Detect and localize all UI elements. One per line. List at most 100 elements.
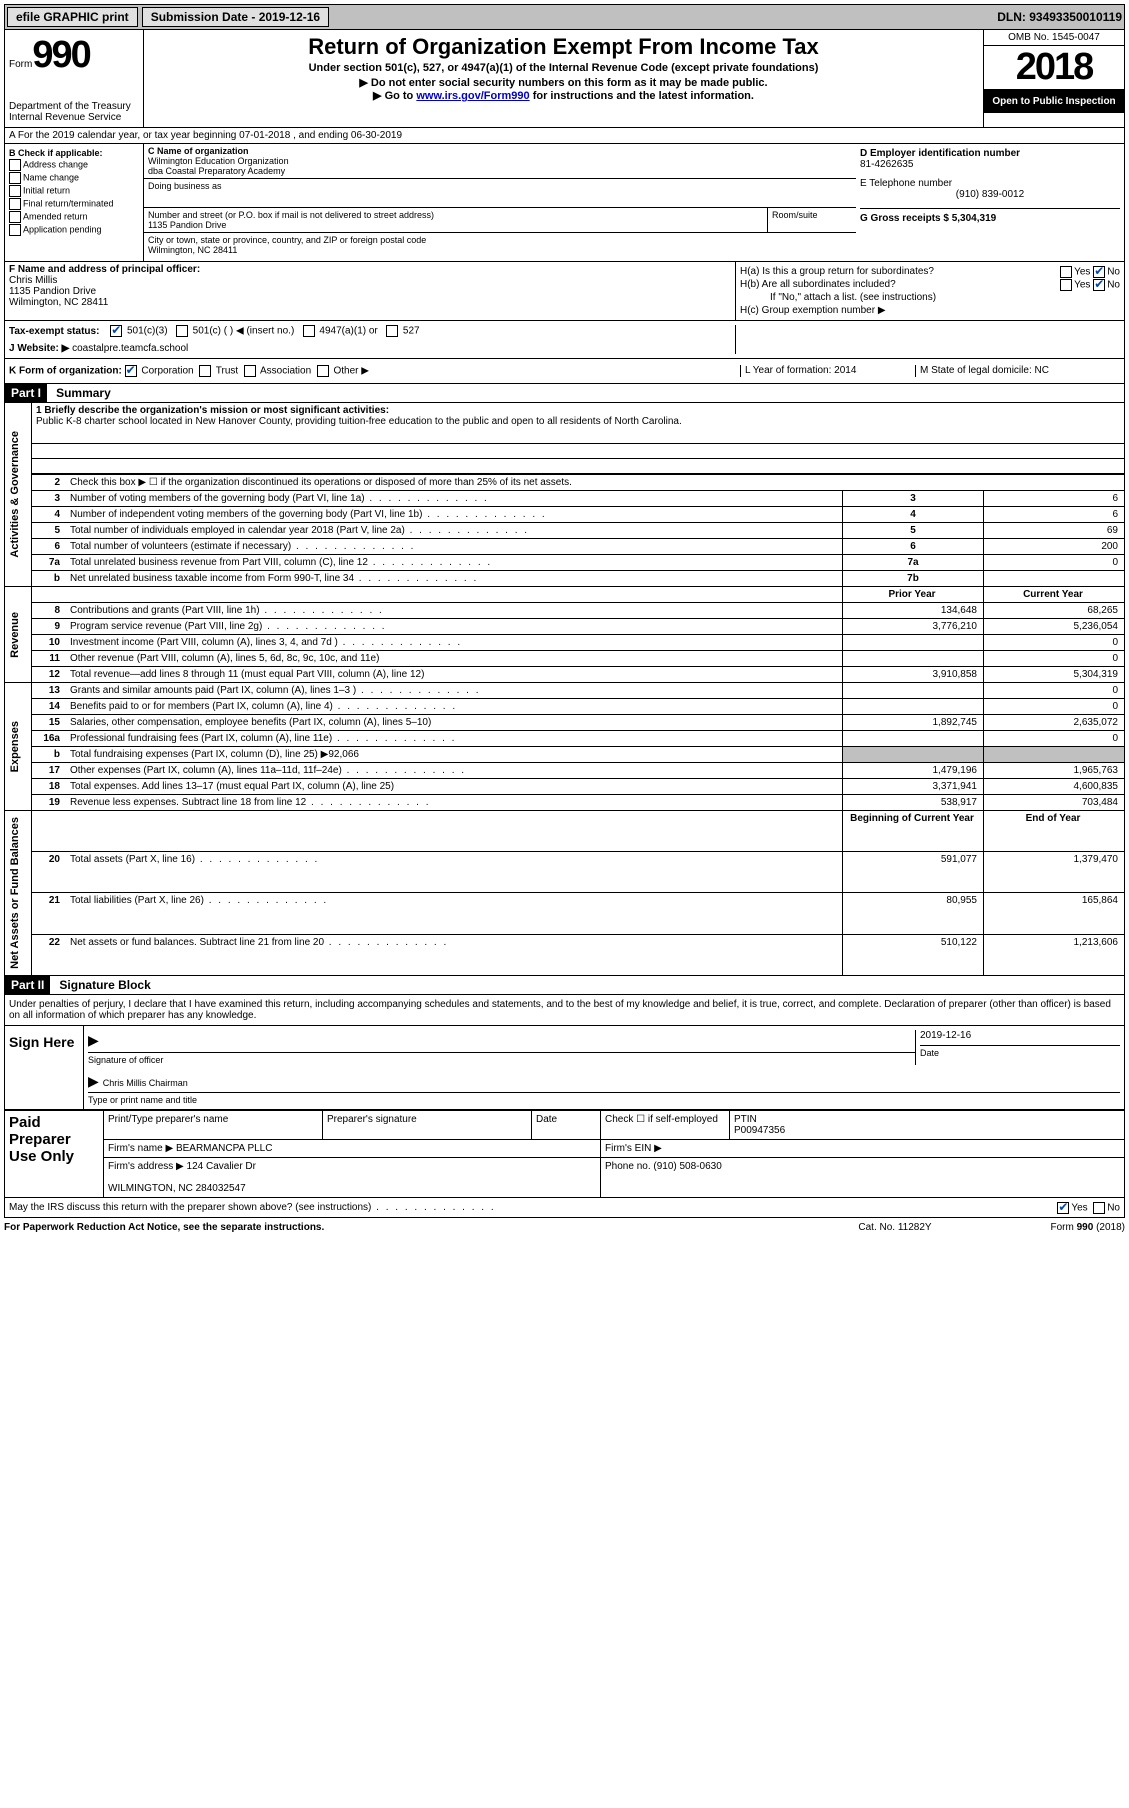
line-13-cy: 0 [984,683,1125,699]
chk-527[interactable] [386,325,398,337]
mission-text: Public K-8 charter school located in New… [36,416,1120,427]
chk-initial-return[interactable]: Initial return [9,185,139,197]
prep-sig-label: Preparer's signature [323,1110,532,1139]
chk-4947[interactable] [303,325,315,337]
gross-receipts: G Gross receipts $ 5,304,319 [860,213,1120,224]
line-8-py: 134,648 [843,603,984,619]
irs-discuss-row: May the IRS discuss this return with the… [4,1198,1125,1218]
form-title: Return of Organization Exempt From Incom… [148,34,979,60]
line-12-cy: 5,304,319 [984,667,1125,683]
line-18-desc: Total expenses. Add lines 13–17 (must eq… [66,779,843,795]
hb-no-chk[interactable] [1093,279,1105,291]
line-8-cy: 68,265 [984,603,1125,619]
tax-status-row: Tax-exempt status: 501(c)(3) 501(c) ( ) … [9,325,735,337]
sign-date: 2019-12-16 [920,1030,1120,1041]
line-21-py: 80,955 [843,893,984,934]
irs-discuss-text: May the IRS discuss this return with the… [9,1202,496,1213]
city-row: City or town, state or province, country… [144,233,856,261]
line-19-cy: 703,484 [984,795,1125,811]
line-14-cy: 0 [984,699,1125,715]
side-activities-governance: Activities & Governance [5,403,32,587]
col-c-org-info: C Name of organization Wilmington Educat… [144,144,856,261]
chk-501c[interactable] [176,325,188,337]
dba-label: Doing business as [148,181,852,191]
state-domicile: M State of legal domicile: NC [915,365,1120,377]
part-2-num: Part II [5,976,50,994]
part-2-bar: Part II Signature Block [4,976,1125,995]
row-a-text: A For the 2019 calendar year, or tax yea… [9,130,402,141]
h-a-row: H(a) Is this a group return for subordin… [740,266,1120,277]
prep-ptin: PTIN P00947356 [730,1110,1125,1139]
sign-here-label: Sign Here [5,1026,84,1109]
h-b-row: H(b) Are all subordinates included? Yes … [740,279,1120,290]
website-label: J Website: ▶ [9,343,69,354]
chk-application-pending[interactable]: Application pending [9,224,139,236]
tax-status-label: Tax-exempt status: [9,326,99,337]
footer: For Paperwork Reduction Act Notice, see … [4,1218,1125,1237]
line-20-cy: 1,379,470 [984,852,1125,893]
paid-preparer-label: Paid Preparer Use Only [5,1110,104,1197]
preparer-table: Paid Preparer Use Only Print/Type prepar… [4,1110,1125,1198]
prior-year-hdr: Prior Year [843,587,984,603]
firm-name-label: Firm's name ▶ [108,1143,173,1154]
mission-question: 1 Briefly describe the organization's mi… [36,405,1120,416]
line-16b-desc: Total fundraising expenses (Part IX, col… [66,747,843,763]
summary-table: Activities & Governance 1 Briefly descri… [4,403,1125,976]
line-15-cy: 2,635,072 [984,715,1125,731]
firm-addr-label: Firm's address ▶ [108,1161,184,1172]
line-9-py: 3,776,210 [843,619,984,635]
top-bar: efile GRAPHIC print Submission Date - 20… [4,4,1125,30]
sub3-pre: ▶ Go to [373,90,416,102]
signature-block: Under penalties of perjury, I declare th… [4,995,1125,1110]
irs-discuss-yes[interactable] [1057,1202,1069,1214]
line-19-py: 538,917 [843,795,984,811]
prep-name-label: Print/Type preparer's name [104,1110,323,1139]
form-header: Form990 Department of the Treasury Inter… [4,30,1125,128]
line-15-py: 1,892,745 [843,715,984,731]
chk-501c3[interactable] [110,325,122,337]
chk-amended-return[interactable]: Amended return [9,211,139,223]
footer-left: For Paperwork Reduction Act Notice, see … [4,1222,825,1233]
ein-label: D Employer identification number [860,148,1120,159]
form-990-num: 990 [32,34,89,76]
declaration-text: Under penalties of perjury, I declare th… [5,995,1124,1025]
chk-corporation[interactable] [125,365,137,377]
hb-yes-chk[interactable] [1060,279,1072,291]
city-value: Wilmington, NC 28411 [148,245,852,255]
chk-association[interactable] [244,365,256,377]
line-18-py: 3,371,941 [843,779,984,795]
irs-link[interactable]: www.irs.gov/Form990 [416,90,529,102]
irs-discuss-no[interactable] [1093,1202,1105,1214]
line-8-desc: Contributions and grants (Part VIII, lin… [66,603,843,619]
chk-final-return[interactable]: Final return/terminated [9,198,139,210]
line-6-val: 200 [984,539,1125,555]
room-label: Room/suite [772,210,852,220]
line-7b-val [984,571,1125,587]
open-public: Open to Public Inspection [984,90,1124,113]
omb-number: OMB No. 1545-0047 [984,30,1124,46]
submission-date-button[interactable]: Submission Date - 2019-12-16 [142,7,329,27]
chk-other[interactable] [317,365,329,377]
line-13-desc: Grants and similar amounts paid (Part IX… [66,683,843,699]
line-17-py: 1,479,196 [843,763,984,779]
officer-group-row: F Name and address of principal officer:… [4,262,1125,321]
hb-note: If "No," attach a list. (see instruction… [740,292,1120,303]
line-20-desc: Total assets (Part X, line 16) [66,852,843,893]
line-7a-val: 0 [984,555,1125,571]
addr-value: 1135 Pandion Drive [148,220,763,230]
signer-name: Chris Millis Chairman [103,1078,188,1088]
line-4-val: 6 [984,507,1125,523]
line-11-cy: 0 [984,651,1125,667]
line-12-py: 3,910,858 [843,667,984,683]
chk-name-change[interactable]: Name change [9,172,139,184]
part-2-title: Signature Block [59,978,150,992]
chk-address-change[interactable]: Address change [9,159,139,171]
tel-value: (910) 839-0012 [860,189,1120,200]
officer-addr: 1135 Pandion Drive Wilmington, NC 28411 [9,286,731,308]
ha-yes-chk[interactable] [1060,266,1072,278]
firm-name: BEARMANCPA PLLC [176,1143,273,1154]
col-f-officer: F Name and address of principal officer:… [5,262,735,320]
efile-print-button[interactable]: efile GRAPHIC print [7,7,138,27]
chk-trust[interactable] [199,365,211,377]
header-left: Form990 Department of the Treasury Inter… [5,30,144,127]
